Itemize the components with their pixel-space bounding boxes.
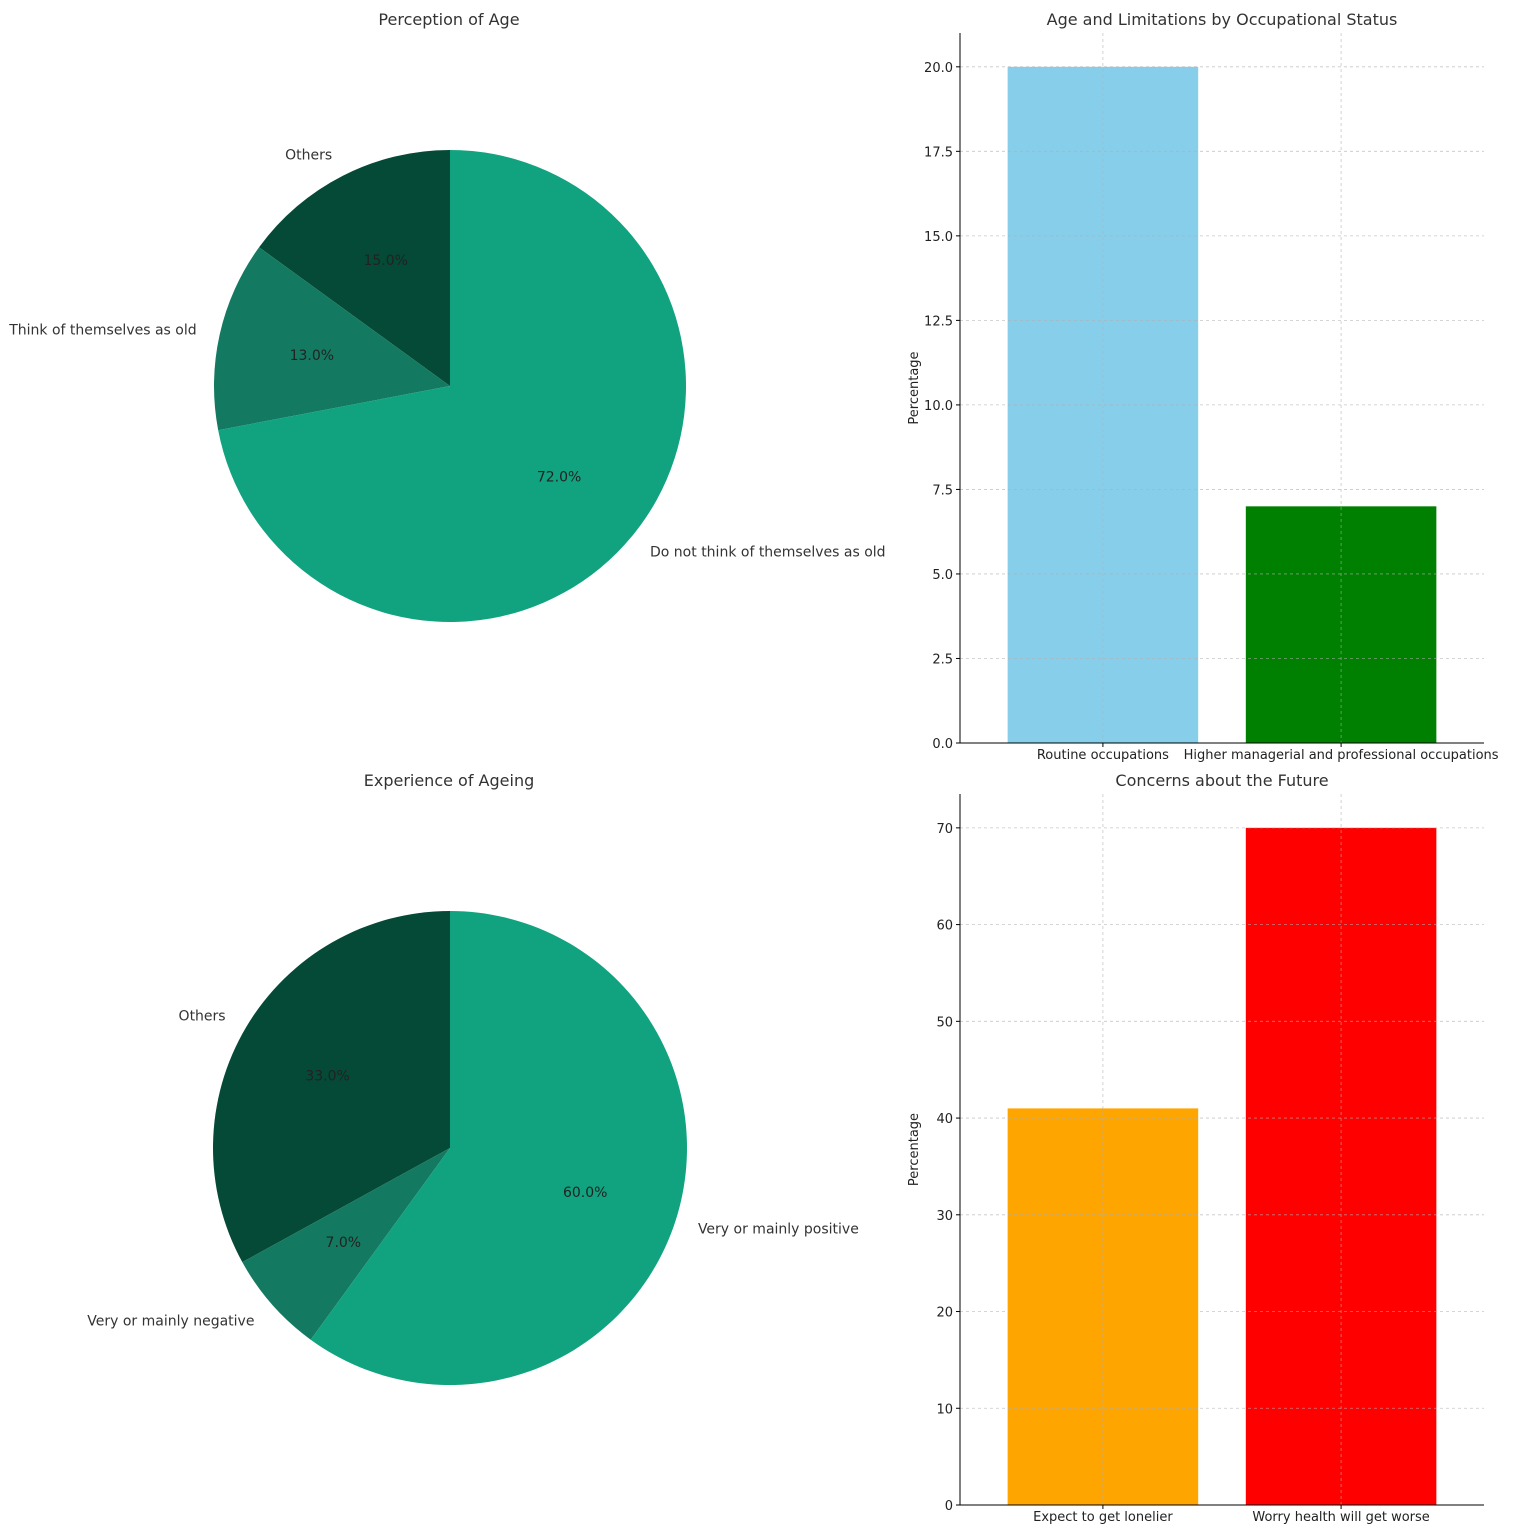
y-tick-label: 2.5 (932, 652, 953, 667)
y-tick-label: 7.5 (932, 483, 953, 498)
pie-slice-percent: 33.0% (305, 1069, 349, 1085)
pie-slice-label: Think of themselves as old (8, 322, 196, 338)
pie-slice-label: Very or mainly negative (87, 1313, 254, 1329)
pie-slice-percent: 15.0% (363, 253, 407, 269)
pie-slice-percent: 13.0% (290, 348, 334, 364)
y-tick-label: 70 (936, 822, 953, 837)
chart-title: Age and Limitations by Occupational Stat… (1047, 10, 1398, 29)
y-tick-label: 10 (936, 1402, 953, 1417)
y-axis-label: Percentage (907, 351, 922, 424)
y-tick-label: 12.5 (924, 314, 953, 329)
y-tick-label: 5.0 (932, 568, 953, 583)
y-tick-label: 30 (936, 1209, 953, 1224)
chart-title: Experience of Ageing (364, 771, 535, 790)
x-tick-label: Expect to get lonelier (1033, 1510, 1173, 1525)
chart-title: Concerns about the Future (1115, 771, 1328, 790)
y-axis-label: Percentage (907, 1113, 922, 1186)
pie-slice (259, 150, 450, 386)
pie-chart-2: Experience of Ageing Others 33.0% Very or m… (87, 771, 859, 1385)
y-tick-label: 50 (936, 1015, 953, 1030)
y-tick-label: 17.5 (924, 145, 953, 160)
pie-slice-percent: 60.0% (563, 1185, 607, 1201)
pie-slice-label: Do not think of themselves as old (650, 544, 886, 560)
pie-chart-0: Perception of Age Others 15.0% Think of the… (8, 10, 886, 623)
pie-slice-percent: 7.0% (326, 1235, 362, 1251)
x-tick-label: Routine occupations (1037, 748, 1169, 763)
y-tick-label: 20.0 (924, 61, 953, 76)
x-tick-label: Worry health will get worse (1252, 1510, 1429, 1525)
y-tick-label: 10.0 (924, 399, 953, 414)
chart-title: Perception of Age (378, 10, 519, 29)
pie-slice (218, 150, 687, 623)
pie-slice-label: Very or mainly positive (698, 1222, 859, 1238)
y-tick-label: 0.0 (932, 737, 953, 752)
y-tick-label: 0 (945, 1499, 953, 1514)
pie-slice (213, 911, 450, 1263)
pie-slice-label: Others (179, 1008, 226, 1024)
pie-slice-percent: 72.0% (537, 469, 581, 485)
y-tick-label: 60 (936, 919, 953, 934)
bar-chart-1: Age and Limitations by Occupational Stat… (907, 10, 1499, 763)
pie-slice (214, 247, 450, 431)
pie-slice (310, 910, 687, 1385)
x-tick-label: Higher managerial and professional occup… (1184, 748, 1499, 763)
y-tick-label: 40 (936, 1112, 953, 1127)
bar-chart-3: Concerns about the Future 0 10 20 30 40 50 60 70… (907, 771, 1484, 1525)
pie-slice (242, 1148, 450, 1340)
y-tick-label: 15.0 (924, 230, 953, 245)
pie-slice-label: Others (285, 148, 332, 164)
y-tick-label: 20 (936, 1306, 953, 1321)
